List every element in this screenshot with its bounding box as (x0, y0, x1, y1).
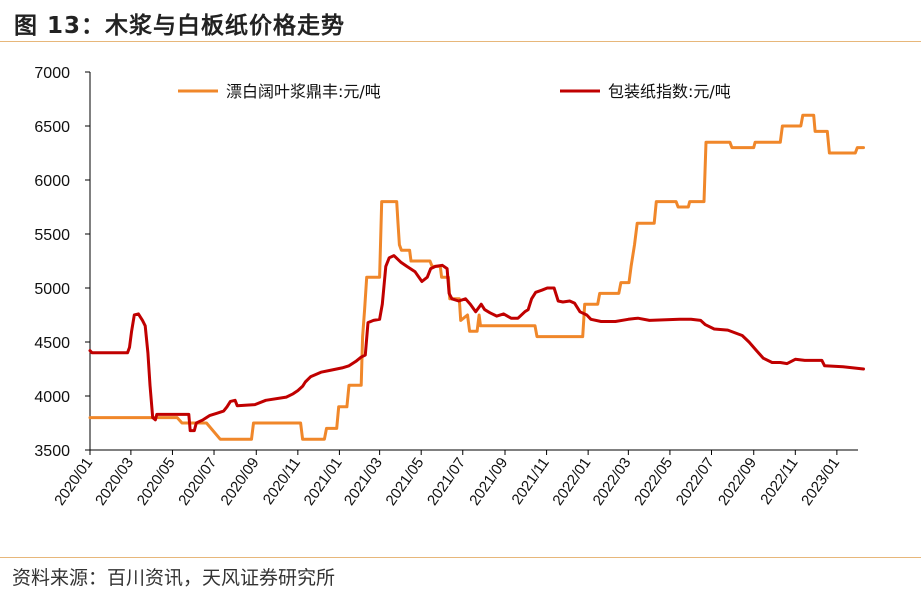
series-line-board (88, 254, 865, 433)
figure-title: 图 13：木浆与白板纸价格走势 (14, 13, 346, 39)
x-tick-label: 2022/07 (673, 455, 718, 509)
legend-label: 漂白阔叶浆鼎丰:元/吨 (226, 82, 381, 101)
legend-label: 包装纸指数:元/吨 (608, 82, 731, 101)
series-line-pulp (88, 113, 865, 441)
x-tick-label: 2020/11 (260, 455, 304, 508)
x-tick-label: 2021/11 (508, 455, 552, 508)
x-tick-label: 2021/09 (466, 455, 511, 509)
source-divider (0, 557, 921, 558)
x-tick-label: 2021/03 (341, 455, 386, 509)
x-tick-label: 2023/01 (798, 455, 843, 509)
title-divider (0, 41, 921, 42)
x-tick-label: 2020/09 (218, 455, 263, 509)
x-tick-label: 2022/05 (631, 455, 676, 509)
y-tick-label: 3500 (34, 443, 70, 460)
x-tick-label: 2022/03 (590, 455, 635, 509)
x-tick-label: 2020/03 (92, 455, 137, 509)
y-tick-label: 6000 (34, 173, 70, 190)
line-chart: 700065006000550050004500400035002020/012… (34, 65, 865, 509)
chart-series-group (88, 113, 865, 441)
y-tick-label: 5500 (34, 227, 70, 244)
chart-axes: 700065006000550050004500400035002020/012… (34, 65, 858, 509)
x-tick-label: 2021/01 (301, 455, 346, 509)
x-tick-label: 2021/05 (382, 455, 427, 509)
chart-legend: 漂白阔叶浆鼎丰:元/吨 包装纸指数:元/吨 (178, 82, 731, 101)
figure-source: 资料来源：百川资讯，天风证券研究所 (12, 567, 336, 589)
y-tick-label: 7000 (34, 65, 70, 82)
x-tick-label: 2022/11 (757, 455, 801, 508)
x-tick-label: 2020/07 (175, 455, 220, 509)
x-tick-label: 2022/09 (715, 455, 760, 509)
y-tick-label: 4500 (34, 335, 70, 352)
x-tick-label: 2022/01 (549, 455, 594, 509)
y-tick-label: 5000 (34, 281, 70, 298)
x-tick-label: 2020/01 (51, 455, 96, 509)
x-tick-label: 2020/05 (134, 455, 179, 509)
y-tick-label: 6500 (34, 119, 70, 136)
x-tick-label: 2021/07 (424, 455, 469, 509)
y-tick-label: 4000 (34, 389, 70, 406)
